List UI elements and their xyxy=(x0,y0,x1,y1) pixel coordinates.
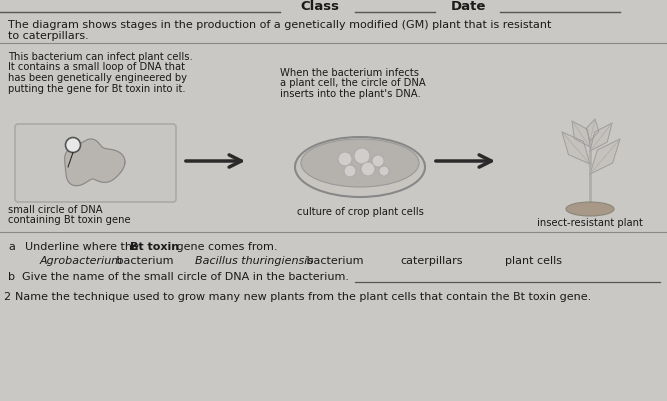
Text: a: a xyxy=(8,241,15,251)
Text: Bacillus thuringiensis: Bacillus thuringiensis xyxy=(195,255,313,265)
Polygon shape xyxy=(590,140,620,174)
Circle shape xyxy=(354,149,370,164)
Circle shape xyxy=(344,166,356,178)
Text: insect-resistant plant: insect-resistant plant xyxy=(537,217,643,227)
Text: gene comes from.: gene comes from. xyxy=(173,241,277,251)
Polygon shape xyxy=(562,133,590,164)
Text: The diagram shows stages in the production of a genetically modified (GM) plant : The diagram shows stages in the producti… xyxy=(8,20,552,30)
Polygon shape xyxy=(590,124,612,152)
Ellipse shape xyxy=(295,138,425,198)
Text: b: b xyxy=(8,271,15,281)
Text: a plant cell, the circle of DNA: a plant cell, the circle of DNA xyxy=(280,78,426,88)
Text: plant cells: plant cells xyxy=(505,255,562,265)
Text: containing Bt toxin gene: containing Bt toxin gene xyxy=(8,215,131,225)
Text: caterpillars: caterpillars xyxy=(400,255,462,265)
Text: Name the technique used to grow many new plants from the plant cells that contai: Name the technique used to grow many new… xyxy=(15,291,591,301)
Text: bacterium: bacterium xyxy=(113,255,173,265)
Ellipse shape xyxy=(566,203,614,217)
Text: small circle of DNA: small circle of DNA xyxy=(8,205,103,215)
Polygon shape xyxy=(65,140,125,186)
Text: Bt toxin: Bt toxin xyxy=(130,241,179,251)
Polygon shape xyxy=(586,120,599,142)
Text: to caterpillars.: to caterpillars. xyxy=(8,31,89,41)
Text: putting the gene for Bt toxin into it.: putting the gene for Bt toxin into it. xyxy=(8,83,185,93)
Circle shape xyxy=(372,156,384,168)
Text: Class: Class xyxy=(301,0,340,13)
FancyBboxPatch shape xyxy=(15,125,176,203)
Text: Date: Date xyxy=(450,0,486,13)
Text: bacterium: bacterium xyxy=(303,255,364,265)
Text: Give the name of the small circle of DNA in the bacterium.: Give the name of the small circle of DNA… xyxy=(22,271,349,281)
Circle shape xyxy=(65,138,81,153)
Text: has been genetically engineered by: has been genetically engineered by xyxy=(8,73,187,83)
Circle shape xyxy=(338,153,352,166)
Text: Underline where the: Underline where the xyxy=(25,241,142,251)
Text: 2: 2 xyxy=(3,291,10,301)
Circle shape xyxy=(361,162,375,176)
Text: culture of crop plant cells: culture of crop plant cells xyxy=(297,207,424,217)
Ellipse shape xyxy=(301,140,419,188)
Text: When the bacterium infects: When the bacterium infects xyxy=(280,68,419,78)
Text: Agrobacterium: Agrobacterium xyxy=(40,255,123,265)
Circle shape xyxy=(379,166,389,176)
Polygon shape xyxy=(572,122,590,148)
Text: This bacterium can infect plant cells.: This bacterium can infect plant cells. xyxy=(8,52,193,62)
Text: It contains a small loop of DNA that: It contains a small loop of DNA that xyxy=(8,62,185,72)
Text: inserts into the plant's DNA.: inserts into the plant's DNA. xyxy=(280,89,421,99)
